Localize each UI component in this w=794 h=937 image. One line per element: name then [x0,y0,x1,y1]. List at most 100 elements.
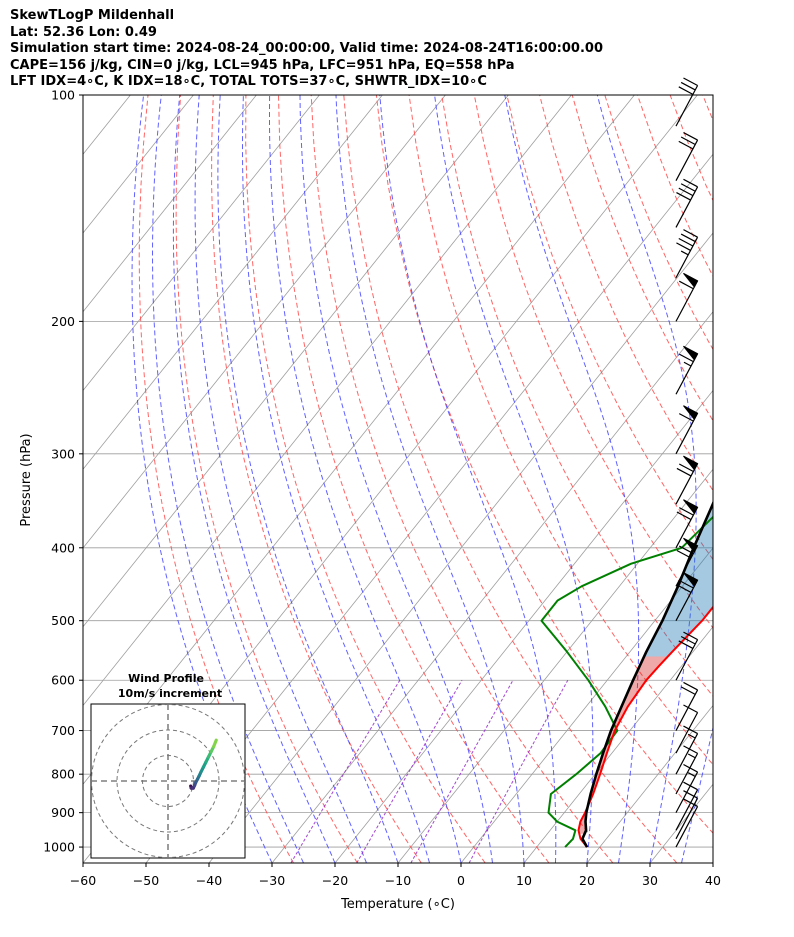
wind-barb [675,537,699,587]
wind-barb [675,455,699,505]
moist-adiabat-line [152,95,304,863]
location-coordinates: Lat: 52.36 Lon: 0.49 [10,24,157,40]
moist-adiabat-line [681,725,713,863]
x-tick-label: −60 [70,873,96,888]
hodograph-ring [142,755,194,807]
dry-adiabat-line [669,95,713,202]
isotherm-line [523,626,713,863]
wind-barb [675,77,699,127]
moist-adiabat-line [712,860,713,863]
moist-adiabat-line [379,95,557,863]
isotherm-line [83,95,509,628]
y-tick-label: 900 [51,805,75,820]
moist-adiabat-line [596,95,697,863]
moist-adiabat-line [131,95,273,863]
wind-barb [675,272,699,322]
moist-adiabat-line [335,95,525,863]
dry-adiabat-line [441,95,713,697]
dry-adiabat-line [768,95,794,863]
wind-barb [675,229,699,279]
dry-adiabat-line [310,95,614,863]
y-tick-label: 500 [51,613,75,628]
y-tick-label: 200 [51,314,75,329]
dry-adiabat-line [539,95,713,492]
dry-adiabat-line [571,95,713,422]
wind-barb [675,790,699,840]
x-tick-label: −10 [385,873,411,888]
wind-barb [675,572,699,621]
hodograph-ring [116,729,220,833]
wind-barb [675,132,699,181]
isotherm-line [397,468,713,863]
dry-adiabat-line [343,95,678,863]
hodograph-subtitle: 10m/s increment [118,687,222,700]
moist-adiabat-line [269,95,462,863]
moist-adiabat-line [299,95,493,863]
x-tick-label: 20 [579,873,595,888]
x-tick-label: 10 [516,873,532,888]
mixing-ratio-line [290,679,401,863]
isotherm-line [83,95,194,234]
dry-adiabat-line [175,95,358,863]
wind-barb [675,704,699,754]
y-axis-label: Pressure (hPa) [19,433,34,526]
wind-barb [675,178,699,228]
cape-shaded-area [644,503,713,657]
wind-barb [675,345,699,395]
moist-adiabat-line [172,95,336,863]
isotherm-line [83,95,383,470]
dry-adiabat-line [735,95,794,863]
chart-header: SkewTLogP Mildenhall Lat: 52.36 Lon: 0.4… [10,8,780,91]
hodograph-ring [91,704,245,858]
wind-barb [675,405,699,455]
dry-adiabat-line [702,95,713,122]
y-tick-label: 100 [51,88,75,103]
wind-barb [675,745,699,795]
isotherm-line [83,95,257,313]
dry-adiabat-line [473,95,713,629]
mixing-ratio-line [468,679,569,863]
wind-barb [675,499,699,549]
isotherm-line [83,95,446,549]
isotherm-line [460,547,713,863]
dry-adiabat-line [138,95,294,863]
wind-barb [675,725,699,775]
cin-shaded-area [578,656,668,834]
isotherm-line [649,783,713,863]
x-tick-label: −50 [133,873,159,888]
isotherm-line [334,389,713,863]
isotherm-line [145,153,713,863]
dry-adiabat-line [637,95,713,278]
dry-adiabat-line [506,95,713,561]
moist-adiabat-line [217,95,399,863]
x-tick-label: 40 [705,873,721,888]
y-tick-label: 300 [51,446,75,461]
dry-adiabat-line [245,95,486,863]
y-tick-label: 1000 [43,840,75,855]
isotherm-line [83,95,320,392]
isotherm-line [712,862,713,863]
moist-adiabat-line [242,95,430,863]
wind-barb [675,763,699,813]
x-tick-label: −30 [259,873,285,888]
moist-adiabat-line [194,95,367,863]
moist-adiabat-line [504,95,640,863]
mixing-ratio-line [356,679,463,863]
dry-adiabat-line [278,95,550,863]
dry-adiabat-line [211,95,422,863]
isotherm-line [83,95,572,707]
isotherm-line [271,311,713,863]
x-tick-label: −20 [322,873,348,888]
x-tick-label: −40 [196,873,222,888]
hodograph-trace-segment [212,738,218,749]
y-tick-label: 600 [51,673,75,688]
x-tick-label: 0 [457,873,465,888]
dewpoint-profile-line [540,515,713,848]
x-axis-label: Temperature (∘C) [340,897,455,912]
moist-adiabat-line [434,95,594,863]
mixing-ratio-line [410,679,514,863]
y-tick-label: 400 [51,540,75,555]
chart-title: SkewTLogP Mildenhall [10,8,175,23]
stability-indices-lifted: LFT IDX=4∘C, K IDX=18∘C, TOTAL TOTS=37∘C… [10,74,487,89]
